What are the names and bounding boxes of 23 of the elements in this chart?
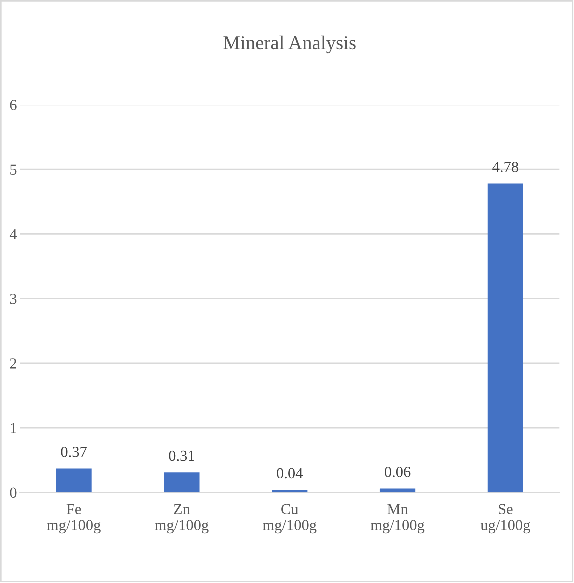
x-tick-label: Fe mg/100g — [47, 504, 101, 534]
bar — [488, 184, 524, 493]
data-label: 0.37 — [61, 446, 87, 458]
x-tick-label: Mn mg/100g — [370, 504, 425, 534]
y-tick-label: 0 — [10, 488, 17, 498]
x-tick-label: Se ug/100g — [480, 504, 530, 534]
data-label: 0.06 — [384, 467, 411, 478]
y-tick-label: 4 — [10, 229, 18, 240]
data-label: 4.78 — [492, 162, 518, 172]
chart-title: Mineral Analysis — [224, 36, 356, 54]
y-tick-label: 6 — [10, 100, 17, 110]
x-tick-label: Cu mg/100g — [263, 504, 317, 534]
y-tick-label: 1 — [11, 423, 16, 434]
y-tick-label: 2 — [10, 358, 16, 369]
data-label: 0.04 — [277, 468, 303, 479]
bar — [272, 490, 308, 493]
bar — [56, 468, 92, 493]
data-label: 0.31 — [169, 450, 194, 462]
y-tick-label: 5 — [10, 164, 17, 176]
bar — [380, 488, 416, 493]
x-tick-label: Zn mg/100g — [155, 504, 209, 534]
y-tick-label: 3 — [10, 294, 17, 304]
bar — [164, 472, 200, 493]
